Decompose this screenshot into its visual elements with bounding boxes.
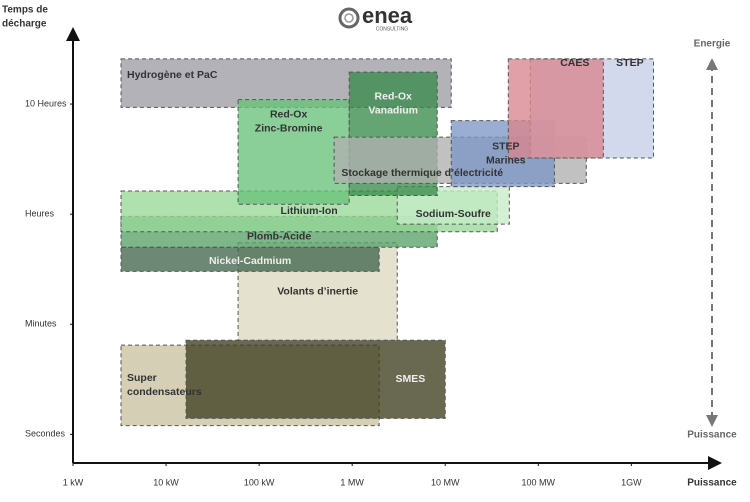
logo-name: enea	[362, 3, 413, 28]
technology-label: Marines	[486, 154, 526, 166]
technology-label: Volants d’inertie	[277, 285, 358, 297]
x-tick-label: 10 MW	[431, 477, 460, 487]
technology-label: Red-Ox	[375, 91, 413, 103]
technology-box	[185, 339, 446, 419]
logo: enea CONSULTING	[338, 3, 413, 32]
x-tick-label: 100 kW	[244, 477, 275, 487]
technology-label: Nickel-Cadmium	[209, 255, 291, 267]
technology-label: Sodium-Soufre	[416, 208, 491, 220]
x-tick-label: 1 kW	[63, 477, 84, 487]
arrow-bottom-label: Puissance	[687, 430, 737, 441]
technology-label: Hydrogène et PaC	[127, 69, 218, 81]
x-tick-label: 1GW	[621, 477, 642, 487]
y-axis-label: décharge	[2, 19, 47, 30]
x-axis-label: Puissance	[687, 478, 737, 489]
technology-label: Stockage thermique d’électricité	[341, 167, 503, 179]
x-tick-label: 1 MW	[340, 477, 364, 487]
technology-label: Plomb-Acide	[247, 231, 311, 243]
technology-label: STEP	[616, 57, 643, 69]
x-tick-label: 10 kW	[153, 477, 179, 487]
y-axis-label: Temps de	[2, 5, 48, 16]
y-tick-label: Minutes	[25, 319, 57, 329]
y-tick-label: 10 Heures	[25, 98, 67, 108]
technology-box	[120, 246, 380, 272]
technology-label: STEP	[492, 140, 519, 152]
logo-tagline: CONSULTING	[376, 26, 409, 32]
x-tick-label: 100 MW	[522, 477, 556, 487]
technology-label: SMES	[395, 373, 425, 385]
technology-label: Red-Ox	[270, 109, 308, 121]
technology-label: Zinc-Bromine	[255, 123, 323, 135]
technology-label: CAES	[560, 57, 589, 69]
technology-label: Vanadium	[368, 105, 418, 117]
technology-label: Super	[127, 372, 157, 384]
y-tick-label: Heures	[25, 209, 55, 219]
technology-label: condensateurs	[127, 386, 202, 398]
technology-box	[507, 58, 604, 159]
y-tick-label: Secondes	[25, 429, 66, 439]
arrow-top-label: Energie	[694, 39, 731, 50]
technology-label: Lithium-Ion	[281, 205, 338, 217]
